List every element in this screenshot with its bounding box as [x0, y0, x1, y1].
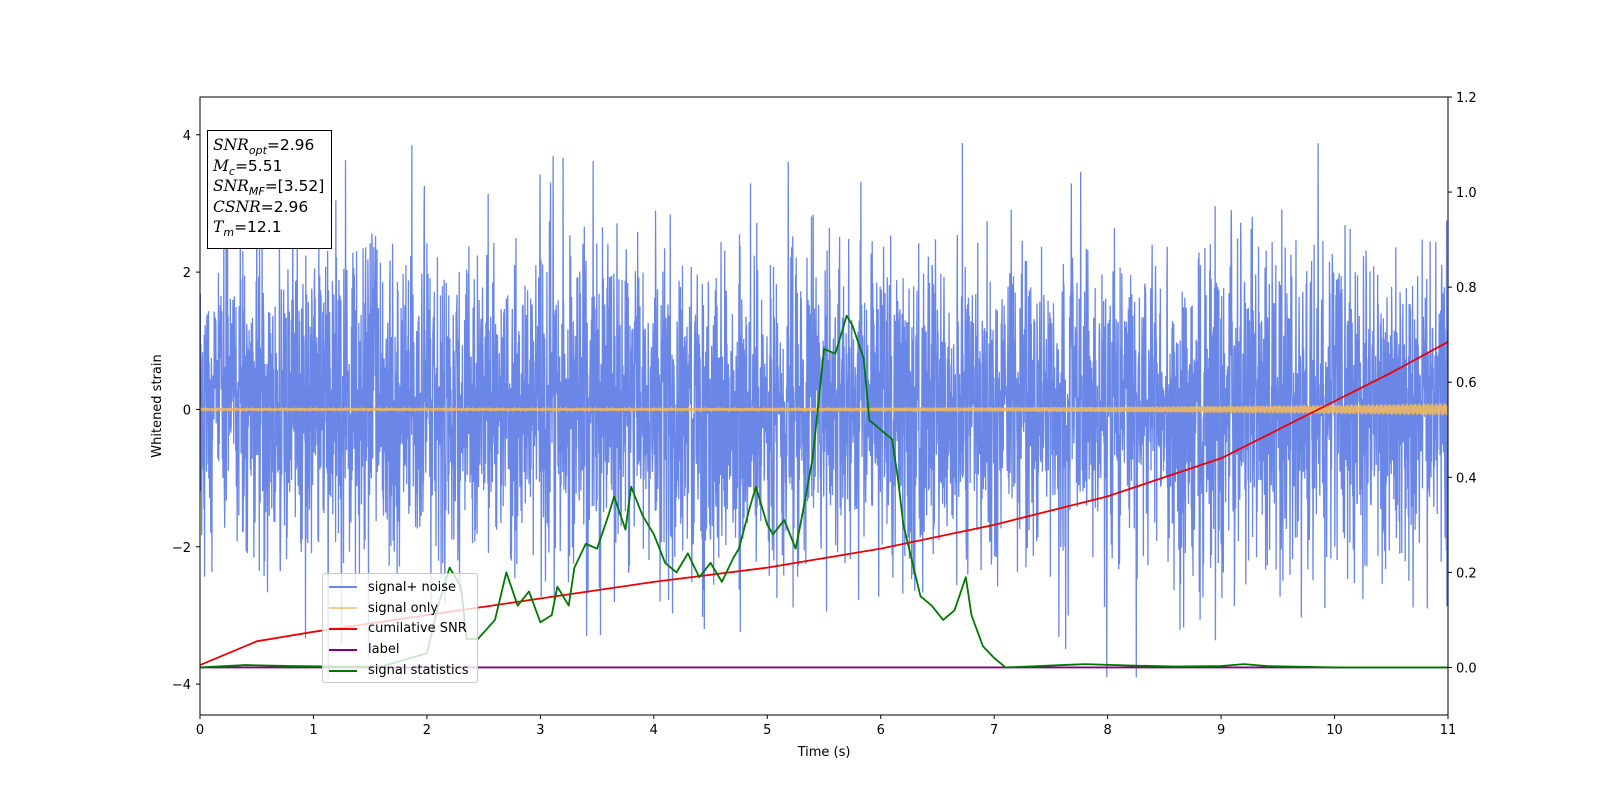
y-left-tick-label: 0 — [183, 403, 191, 418]
x-tick-label: 9 — [1217, 723, 1225, 738]
info-box-row: SNRopt=2.96 — [213, 136, 315, 158]
legend-entry: label — [329, 639, 477, 660]
y-left-tick-label: −2 — [172, 541, 191, 556]
x-axis-label: Time (s) — [797, 745, 851, 760]
legend-swatch — [329, 627, 357, 630]
series-signal-noise — [200, 143, 1448, 678]
y-right-tick-label: 1.0 — [1456, 186, 1477, 201]
legend-entry: signal+ noise — [329, 577, 477, 598]
y-right-tick-label: 0.2 — [1456, 566, 1477, 581]
x-tick-label: 4 — [650, 723, 658, 738]
legend-swatch — [329, 607, 357, 610]
legend-entry: cumilative SNR — [329, 619, 477, 640]
x-axis-ticks: 0 1 2 3 4 5 6 7 8 9 10 11 — [196, 715, 1456, 738]
x-tick-label: 8 — [1103, 723, 1111, 738]
x-tick-label: 10 — [1326, 723, 1343, 738]
legend-label: cumilative SNR — [368, 621, 467, 637]
legend-label: signal+ noise — [368, 579, 457, 595]
y-right-tick-label: 0.6 — [1456, 376, 1477, 391]
x-tick-label: 3 — [536, 723, 544, 738]
y-right-tick-label: 0.8 — [1456, 281, 1477, 296]
x-tick-label: 2 — [423, 723, 431, 738]
x-tick-label: 7 — [990, 723, 998, 738]
legend: signal+ noise signal only cumilative SNR la… — [322, 573, 478, 683]
legend-entry: signal statistics — [329, 660, 477, 681]
info-box-row: Tm=12.1 — [213, 218, 282, 240]
y-axis-label: Whitened strain — [150, 354, 165, 457]
info-box-row: SNRMF=[3.52] — [213, 177, 325, 199]
legend-label: label — [368, 642, 400, 658]
y-axis-right-ticks: 1.2 1.0 0.8 0.6 0.4 0.2 0.0 — [1448, 91, 1477, 676]
legend-swatch — [329, 648, 357, 651]
x-tick-label: 11 — [1440, 723, 1457, 738]
legend-swatch — [329, 669, 357, 672]
info-box-row: Mc=5.51 — [213, 156, 283, 178]
x-tick-label: 0 — [196, 723, 204, 738]
legend-swatch — [329, 586, 357, 589]
y-right-tick-label: 0.0 — [1456, 661, 1477, 676]
y-left-tick-label: 2 — [183, 266, 191, 281]
y-left-tick-label: −4 — [172, 678, 191, 693]
legend-label: signal only — [368, 600, 439, 616]
info-box-row: CSNR=2.96 — [213, 197, 309, 216]
x-tick-label: 5 — [763, 723, 771, 738]
legend-label: signal statistics — [368, 663, 469, 679]
x-tick-label: 1 — [309, 723, 317, 738]
x-tick-label: 6 — [877, 723, 885, 738]
y-axis-left-ticks: 4 2 0 −2 −4 — [172, 129, 200, 693]
plot-frame — [199, 96, 1449, 716]
legend-entry: signal only — [329, 598, 477, 619]
y-right-tick-label: 0.4 — [1456, 471, 1477, 486]
y-left-tick-label: 4 — [183, 129, 191, 144]
series-signal-statistics — [200, 314, 1448, 669]
info-box: SNRopt=2.96 Mc=5.51 SNRMF=[3.52] CSNR=2.96 T… — [207, 130, 332, 249]
series-signal-only — [200, 403, 1448, 416]
y-right-tick-label: 1.2 — [1456, 91, 1477, 106]
